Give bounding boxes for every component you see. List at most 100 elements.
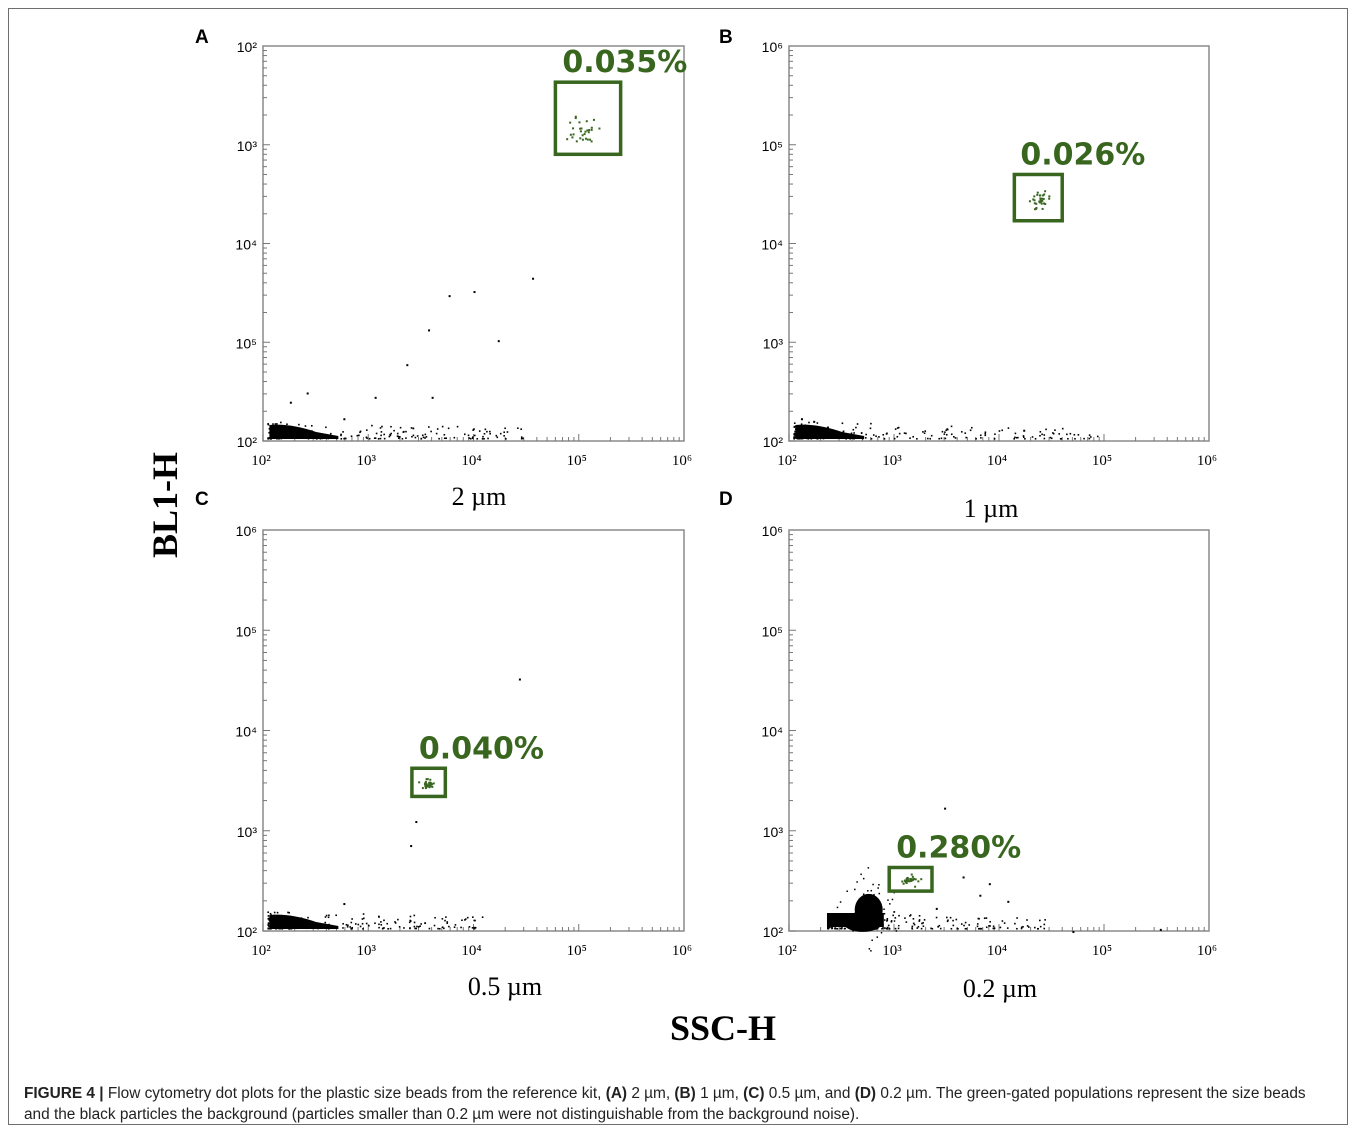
background-dot xyxy=(832,436,834,439)
gated-dot xyxy=(908,880,911,883)
cluster-dot xyxy=(873,907,875,910)
background-dot xyxy=(827,922,829,924)
panel-letter: B xyxy=(719,27,733,48)
y-tick-label: 10⁴ xyxy=(235,237,257,253)
cluster-dot xyxy=(868,948,871,950)
data-point xyxy=(448,295,451,298)
background-dot xyxy=(399,436,401,438)
gate-percentage: 0.280% xyxy=(896,830,1021,865)
cluster-dot xyxy=(880,931,883,934)
background-dot xyxy=(445,916,447,918)
gated-dot xyxy=(574,117,577,120)
background-dot xyxy=(330,432,332,435)
x-tick-label: 10⁶ xyxy=(1197,453,1217,469)
background-dot xyxy=(448,925,450,928)
panel-sublabel: 2 µm xyxy=(452,482,507,511)
background-dot xyxy=(307,916,309,919)
gate-box xyxy=(1012,172,1064,223)
background-dot xyxy=(803,435,805,438)
caption-c: (C) xyxy=(743,1085,765,1102)
gated-dot xyxy=(917,880,920,883)
background-dot xyxy=(945,433,948,436)
background-dot xyxy=(414,436,417,439)
background-dot xyxy=(305,435,308,438)
background-dot xyxy=(342,431,344,433)
background-dot xyxy=(1024,437,1026,440)
background-dot xyxy=(905,921,908,923)
background-dot xyxy=(882,923,884,926)
background-dot xyxy=(842,430,845,433)
background-dot xyxy=(382,927,384,930)
background-dot xyxy=(416,925,418,928)
gated-dot xyxy=(572,133,575,136)
background-dot xyxy=(520,428,522,430)
gated-dot xyxy=(590,140,593,143)
background-dot xyxy=(267,911,269,914)
background-dot xyxy=(517,427,519,429)
x-tick-label: 10⁶ xyxy=(672,943,692,959)
background-dot xyxy=(795,428,797,431)
x-tick-label: 10⁴ xyxy=(461,943,481,959)
background-dot xyxy=(845,437,847,440)
background-dot xyxy=(807,437,810,440)
y-tick-label: 10³ xyxy=(763,824,784,840)
background-dot xyxy=(1088,434,1091,436)
background-dot xyxy=(340,433,342,436)
background-dot xyxy=(419,925,421,927)
background-dot xyxy=(464,433,466,436)
background-dot xyxy=(835,918,837,921)
background-dot xyxy=(304,425,307,427)
background-dot xyxy=(270,927,273,929)
background-dot xyxy=(397,437,400,439)
background-dot xyxy=(390,432,393,435)
background-dot xyxy=(447,427,450,430)
background-dot xyxy=(827,925,829,928)
cluster-dot xyxy=(867,867,870,869)
cluster-dot xyxy=(873,898,875,901)
cluster-dot xyxy=(874,914,877,917)
panel-sublabel: 0.2 µm xyxy=(963,974,1037,1003)
background-dot xyxy=(412,434,415,437)
background-dot xyxy=(420,437,423,440)
gated-dot xyxy=(911,875,914,878)
background-dot xyxy=(411,435,413,438)
gated-dot xyxy=(1043,202,1046,205)
background-dot xyxy=(327,927,330,930)
background-dot xyxy=(963,924,965,927)
background-dot xyxy=(489,430,491,433)
background-dot xyxy=(325,914,328,917)
x-tick-label: 10⁵ xyxy=(1092,453,1112,469)
background-dot xyxy=(350,921,353,924)
background-dot xyxy=(1069,432,1072,435)
background-dot xyxy=(363,917,365,920)
background-dot xyxy=(872,434,875,436)
cluster-dot xyxy=(846,890,848,892)
gated-dot xyxy=(418,781,421,784)
noise-cluster-base xyxy=(842,911,883,932)
gated-dot xyxy=(902,882,905,885)
cluster-dot xyxy=(842,914,845,916)
background-dot xyxy=(1003,922,1006,924)
background-dot xyxy=(843,436,846,439)
background-dot xyxy=(281,436,283,439)
cluster-dot xyxy=(887,899,889,901)
gated-dot xyxy=(574,115,577,118)
background-dot xyxy=(422,436,425,439)
gated-dot xyxy=(1028,200,1031,203)
background-dot xyxy=(795,433,797,436)
background-dot xyxy=(1016,927,1018,930)
background-noise xyxy=(267,421,524,440)
background-dot xyxy=(819,432,822,434)
background-dot xyxy=(1074,437,1076,440)
background-dot xyxy=(446,922,448,925)
background-dot xyxy=(976,923,979,925)
background-dot xyxy=(794,425,796,428)
cluster-dot xyxy=(871,895,873,897)
background-dot xyxy=(912,922,915,925)
background-dot xyxy=(829,922,832,925)
background-dot xyxy=(424,433,427,436)
background-dot xyxy=(505,437,507,440)
background-dot xyxy=(1016,917,1018,919)
background-dot xyxy=(840,927,843,930)
background-dot xyxy=(368,924,370,927)
